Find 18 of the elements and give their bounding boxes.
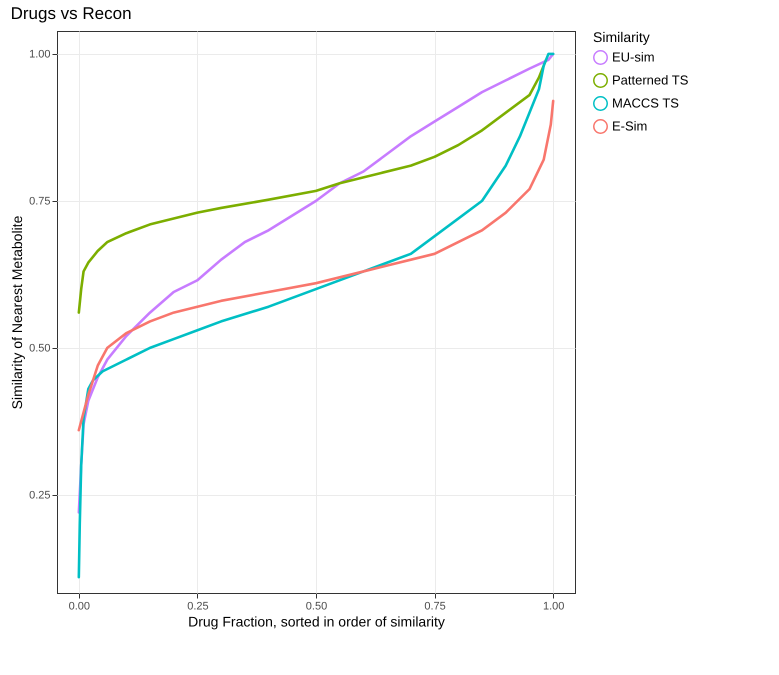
x-tick-label: 0.50	[306, 600, 328, 612]
legend-label: Patterned TS	[612, 72, 689, 88]
x-tick-label: 0.00	[68, 600, 90, 612]
x-tick-label: 0.25	[187, 600, 209, 612]
legend-label: E-Sim	[612, 118, 648, 134]
line-series	[78, 100, 554, 432]
y-tick-label: 0.50	[29, 342, 50, 354]
y-axis-title: Similarity of Nearest Metabolite	[9, 215, 26, 410]
x-tick-label: 0.75	[424, 600, 446, 612]
x-axis-title: Drug Fraction, sorted in order of similarity	[188, 614, 445, 630]
y-tick-label: 1.00	[29, 48, 50, 60]
y-tick-label: 0.75	[29, 195, 50, 208]
legend-title: Similarity	[593, 29, 650, 45]
x-tick-label: 1.00	[542, 600, 564, 612]
chart-title: Drugs vs Recon	[10, 4, 132, 23]
legend-label: MACCS TS	[612, 96, 680, 110]
y-tick-label: 0.25	[29, 489, 50, 502]
legend-label: EU-sim	[612, 50, 655, 64]
